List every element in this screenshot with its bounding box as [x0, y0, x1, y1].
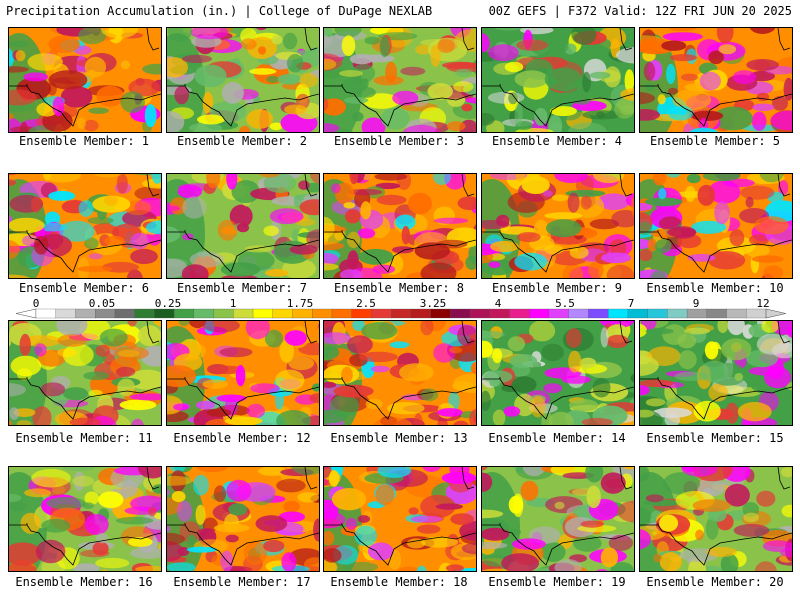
scale-color-swatch [114, 308, 136, 319]
scale-color-swatch [548, 308, 570, 319]
scale-color-swatch [686, 308, 708, 319]
ensemble-member-map [166, 466, 320, 572]
ensemble-member-map [481, 173, 635, 279]
scale-tick-label: 9 [692, 297, 700, 310]
scale-tick-label: 7 [627, 297, 635, 310]
ensemble-member-map [323, 173, 477, 279]
map-title: Precipitation Accumulation (in.) | Colle… [6, 4, 433, 18]
scale-color-swatch [331, 308, 353, 319]
color-scale-bar [15, 308, 787, 319]
scale-color-swatch [647, 308, 668, 319]
ensemble-member-label: Ensemble Member: 9 [491, 281, 623, 295]
scale-color-swatch [726, 308, 747, 319]
scale-tick-label: 0.05 [88, 297, 116, 310]
scale-color-swatch [154, 308, 175, 319]
ensemble-member-label: Ensemble Member: 20 [646, 575, 784, 589]
ensemble-member-label: Ensemble Member: 13 [330, 431, 468, 445]
scale-color-swatch [509, 308, 530, 319]
scale-tick-label: 1.75 [286, 297, 314, 310]
scale-color-swatch [193, 308, 215, 319]
scale-tick-label: 0 [32, 297, 40, 310]
ensemble-member-label: Ensemble Member: 15 [646, 431, 784, 445]
scale-tick-label: 0.25 [154, 297, 182, 310]
ensemble-member-label: Ensemble Member: 6 [18, 281, 150, 295]
scale-tick-label: 1 [229, 297, 237, 310]
ensemble-member-map [8, 320, 162, 426]
scale-color-swatch [568, 308, 589, 319]
ensemble-member-map [639, 466, 793, 572]
scale-color-swatch [371, 308, 392, 319]
ensemble-member-label: Ensemble Member: 19 [488, 575, 626, 589]
scale-tick-label: 2.5 [356, 297, 376, 310]
scale-color-swatch [233, 308, 254, 319]
ensemble-member-map [639, 173, 793, 279]
scale-color-swatch [292, 308, 313, 319]
ensemble-member-map [8, 466, 162, 572]
ensemble-member-map [639, 27, 793, 133]
scale-color-swatch [95, 308, 116, 319]
scale-color-swatch [746, 308, 767, 319]
ensemble-member-label: Ensemble Member: 12 [173, 431, 311, 445]
scale-color-swatch [134, 308, 155, 319]
ensemble-member-map [166, 320, 320, 426]
scale-color-swatch [272, 308, 293, 319]
scale-color-swatch [667, 308, 688, 319]
scale-min-arrow [15, 308, 37, 319]
scale-color-swatch [529, 308, 550, 319]
scale-color-swatch [213, 308, 234, 319]
scale-color-swatch [351, 308, 372, 319]
model-run-info: 00Z GEFS | F372 Valid: 12Z FRI JUN 20 20… [488, 4, 792, 18]
scale-color-swatch [75, 308, 96, 319]
ensemble-member-label: Ensemble Member: 2 [176, 134, 308, 148]
ensemble-member-label: Ensemble Member: 16 [15, 575, 153, 589]
scale-tick-label: 3.25 [419, 297, 447, 310]
ensemble-member-label: Ensemble Member: 7 [176, 281, 308, 295]
scale-tick-label: 12 [756, 297, 770, 310]
scale-color-swatch [173, 308, 195, 319]
scale-color-swatch [252, 308, 274, 319]
scale-color-swatch [489, 308, 510, 319]
ensemble-member-label: Ensemble Member: 3 [333, 134, 465, 148]
scale-color-swatch [608, 308, 629, 319]
ensemble-member-map [481, 27, 635, 133]
scale-color-swatch [390, 308, 412, 319]
ensemble-member-map [166, 173, 320, 279]
ensemble-member-map [8, 173, 162, 279]
scale-color-swatch [430, 308, 451, 319]
scale-color-swatch [35, 308, 57, 319]
ensemble-member-label: Ensemble Member: 18 [330, 575, 468, 589]
ensemble-member-map [8, 27, 162, 133]
ensemble-member-map [481, 320, 635, 426]
ensemble-member-label: Ensemble Member: 1 [18, 134, 150, 148]
ensemble-member-map [166, 27, 320, 133]
scale-color-swatch [450, 308, 471, 319]
scale-tick-label: 4 [494, 297, 502, 310]
ensemble-member-label: Ensemble Member: 8 [333, 281, 465, 295]
ensemble-member-map [323, 27, 477, 133]
ensemble-member-label: Ensemble Member: 17 [173, 575, 311, 589]
ensemble-member-label: Ensemble Member: 14 [488, 431, 626, 445]
scale-color-swatch [55, 308, 76, 319]
scale-tick-label: 5.5 [555, 297, 575, 310]
scale-color-swatch [706, 308, 727, 319]
ensemble-member-label: Ensemble Member: 10 [646, 281, 784, 295]
ensemble-member-map [639, 320, 793, 426]
scale-color-swatch [410, 308, 432, 319]
scale-color-swatch [588, 308, 609, 319]
ensemble-member-label: Ensemble Member: 4 [491, 134, 623, 148]
scale-max-arrow [765, 308, 787, 319]
ensemble-member-label: Ensemble Member: 5 [649, 134, 781, 148]
ensemble-member-map [323, 320, 477, 426]
ensemble-member-map [481, 466, 635, 572]
ensemble-member-label: Ensemble Member: 11 [15, 431, 153, 445]
ensemble-member-map [323, 466, 477, 572]
scale-color-swatch [469, 308, 491, 319]
scale-color-swatch [627, 308, 649, 319]
scale-color-swatch [312, 308, 333, 319]
